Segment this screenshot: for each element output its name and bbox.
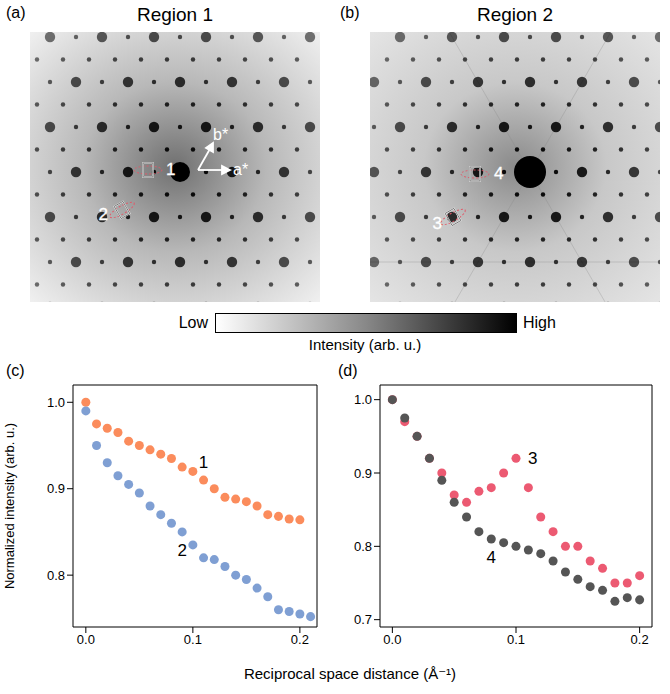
html-text:Low: Low [178, 314, 208, 331]
svg-text:0.8: 0.8 [47, 568, 65, 583]
svg-text:1.0: 1.0 [354, 392, 372, 407]
svg-text:4: 4 [487, 548, 496, 567]
svg-text:0.8: 0.8 [354, 539, 372, 554]
html-text:(d): (d) [338, 362, 358, 379]
svg-text:3: 3 [528, 449, 537, 468]
html-text:Intensity (arb. u.): Intensity (arb. u.) [308, 336, 422, 353]
html-text:(a): (a) [6, 4, 26, 21]
html-text:(b): (b) [340, 4, 360, 21]
svg-text:0.1: 0.1 [507, 632, 525, 647]
svg-text:1: 1 [199, 453, 208, 472]
svg-text:0.1: 0.1 [184, 632, 202, 647]
svg-text:a*: a* [233, 161, 248, 178]
html-text:High: High [523, 314, 556, 331]
svg-text:Normalized intensity (arb. u.): Normalized intensity (arb. u.) [2, 423, 17, 589]
svg-text:0.9: 0.9 [47, 481, 65, 496]
html-text:Reciprocal space distance (Å⁻¹: Reciprocal space distance (Å⁻¹) [243, 665, 457, 682]
svg-text:b*: b* [213, 126, 228, 143]
svg-text:2: 2 [99, 205, 108, 224]
svg-text:0.2: 0.2 [631, 632, 649, 647]
svg-text:0.9: 0.9 [354, 466, 372, 481]
svg-text:1.0: 1.0 [47, 395, 65, 410]
html-text:Region 2: Region 2 [477, 4, 553, 25]
svg-text:0.0: 0.0 [383, 632, 401, 647]
svg-text:4: 4 [494, 164, 503, 183]
svg-text:2: 2 [177, 541, 186, 560]
svg-text:0.0: 0.0 [77, 632, 95, 647]
svg-text:1: 1 [166, 160, 175, 179]
html-text:Region 1: Region 1 [137, 4, 213, 25]
svg-text:3: 3 [433, 214, 442, 233]
svg-text:0.7: 0.7 [354, 612, 372, 627]
html-text:(c): (c) [6, 362, 25, 379]
svg-text:0.2: 0.2 [291, 632, 309, 647]
